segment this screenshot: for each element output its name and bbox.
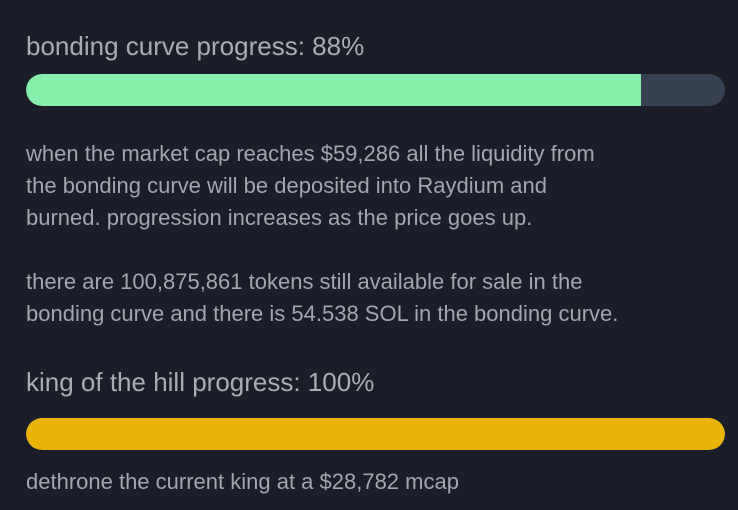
king-text: dethrone the current king at a $28,782 m… bbox=[26, 469, 459, 494]
paragraph-line: bonding curve and there is 54.538 SOL in… bbox=[26, 301, 619, 326]
progress-fill bbox=[26, 74, 642, 106]
bonding-curve-title: bonding curve progress: 88% bbox=[26, 31, 365, 61]
paragraph-line: the bonding curve will be deposited into… bbox=[26, 173, 547, 198]
king-of-the-hill-title: king of the hill progress: 100% bbox=[26, 367, 375, 397]
paragraph-line: there are 100,875,861 tokens still avail… bbox=[26, 269, 583, 294]
paragraph-line: burned. progression increases as the pri… bbox=[26, 205, 533, 230]
progress-track bbox=[26, 74, 725, 106]
progress-fill bbox=[26, 418, 725, 450]
paragraph-line: when the market cap reaches $59,286 all … bbox=[26, 141, 595, 166]
progress-track bbox=[26, 418, 725, 450]
